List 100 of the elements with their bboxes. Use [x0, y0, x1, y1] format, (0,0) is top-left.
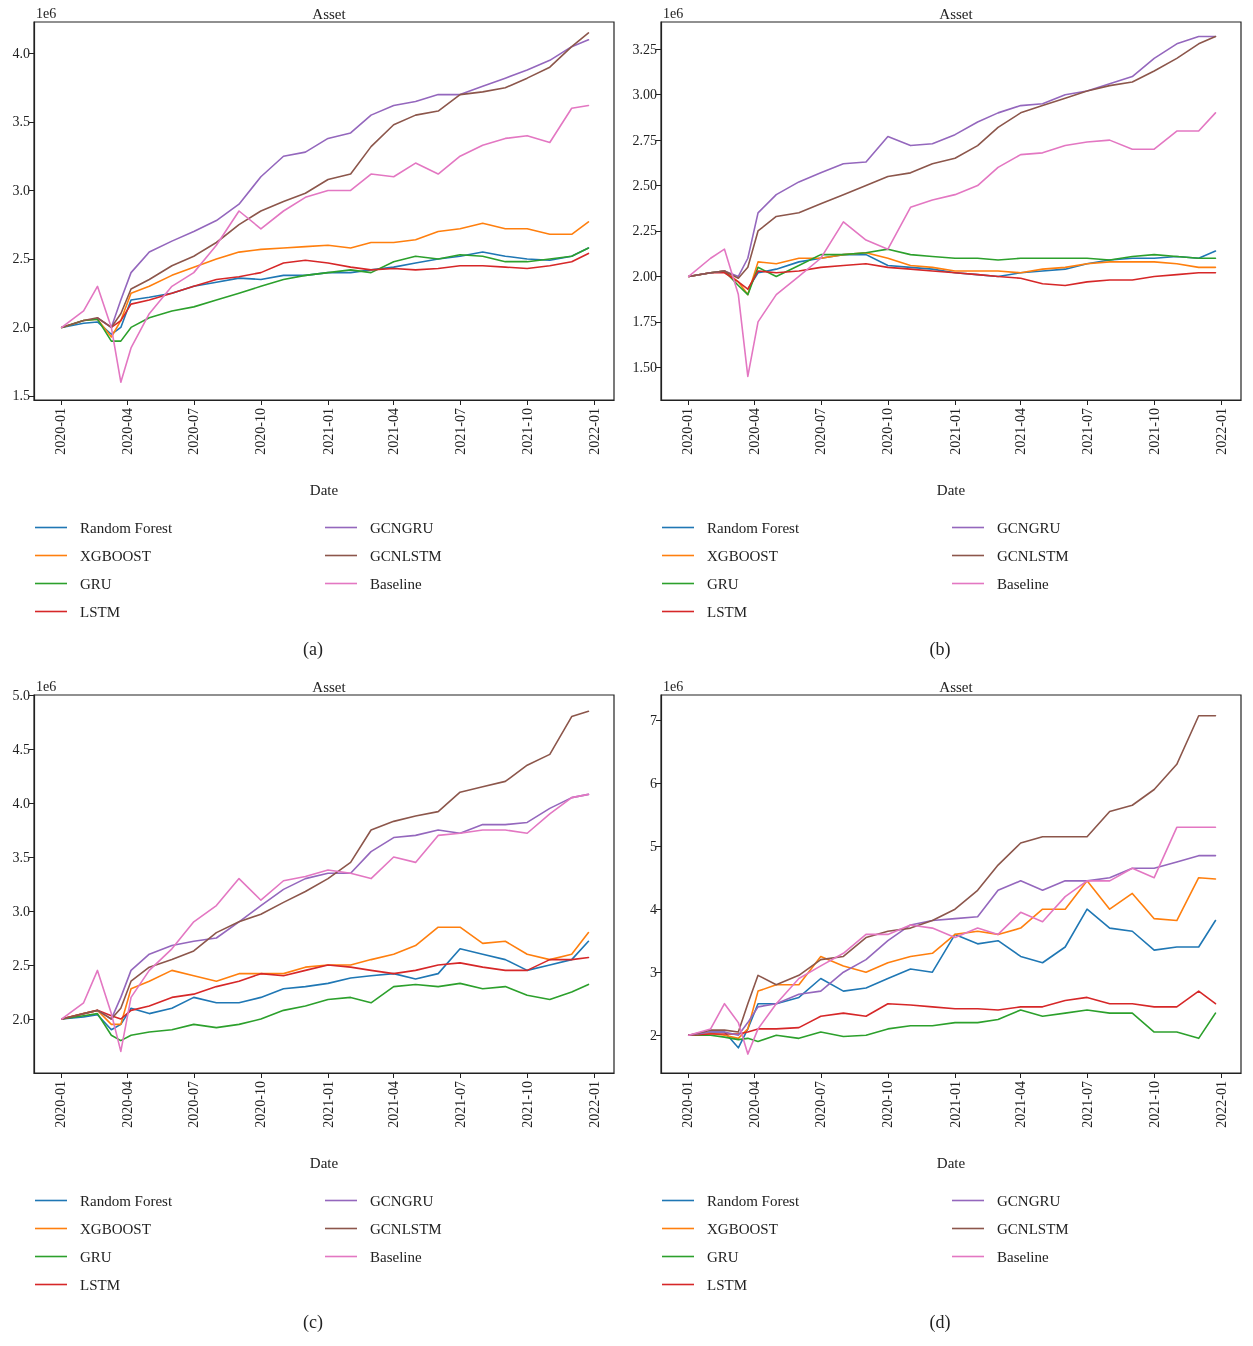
legend-label: XGBOOST	[707, 1220, 778, 1237]
y-tick-label: 6	[650, 775, 657, 791]
legend-label: GRU	[707, 575, 739, 592]
y-tick-label: 2	[650, 1027, 657, 1043]
legend-label: GRU	[80, 575, 112, 592]
line-series	[60, 793, 590, 1053]
x-tick-label: 2021-04	[386, 408, 402, 455]
line-series	[60, 104, 590, 383]
legend-label: LSTM	[707, 603, 748, 620]
legend-label: Baseline	[997, 575, 1049, 592]
text: (c)	[303, 1312, 323, 1333]
x-tick-label: 2020-07	[813, 1081, 829, 1128]
y-tick-label: 1.75	[632, 314, 657, 330]
chart-title: Asset	[312, 678, 347, 695]
x-tick-label: 2020-10	[880, 408, 896, 455]
legend-label: GCNGRU	[997, 519, 1061, 536]
y-tick-label: 2.5	[12, 251, 30, 267]
x-tick-label: 2020-01	[53, 408, 69, 455]
line-series	[687, 826, 1217, 1055]
line-series	[60, 710, 590, 1020]
legend-label: GRU	[80, 1248, 112, 1265]
x-tick-label: 2021-04	[386, 1081, 402, 1128]
x-tick-label: 2020-07	[813, 408, 829, 455]
legend-label: GCNLSTM	[997, 1220, 1069, 1237]
legend-label: GCNGRU	[997, 1192, 1061, 1209]
y-tick-label: 2.25	[632, 223, 657, 239]
x-tick-label: 2020-04	[119, 408, 135, 455]
legend-label: GCNGRU	[370, 1192, 434, 1209]
text: 1e6	[36, 678, 57, 694]
y-tick-label: 3.5	[12, 114, 30, 130]
x-tick-label: 2021-10	[1146, 408, 1162, 455]
x-tick-label: 2020-04	[119, 1081, 135, 1128]
legend-label: Baseline	[997, 1248, 1049, 1265]
legend-label: Baseline	[370, 575, 422, 592]
legend-label: Baseline	[370, 1248, 422, 1265]
y-tick-label: 2.50	[632, 178, 657, 194]
x-tick-label: 2021-04	[1013, 408, 1029, 455]
x-tick-label: 2021-01	[320, 408, 336, 455]
text: (a)	[303, 639, 323, 660]
x-axis-title: Date	[936, 1154, 966, 1171]
legend-label: XGBOOST	[707, 547, 778, 564]
x-tick-label: 2020-07	[186, 1081, 202, 1128]
y-tick-label: 3.25	[632, 41, 657, 57]
x-tick-label: 2021-01	[947, 408, 963, 455]
legend-label: GCNLSTM	[997, 547, 1069, 564]
line-series	[687, 112, 1217, 378]
x-tick-label: 2021-01	[320, 1081, 336, 1128]
text: 1e6	[36, 5, 57, 21]
legend-label: Random Forest	[80, 1192, 173, 1209]
x-tick-label: 2022-01	[586, 1081, 602, 1128]
x-tick-label: 2020-01	[680, 1081, 696, 1128]
x-tick-label: 2020-01	[53, 1081, 69, 1128]
chart-title: Asset	[939, 5, 974, 22]
legend-label: Random Forest	[707, 1192, 800, 1209]
y-tick-label: 2.0	[12, 1011, 30, 1027]
text: (b)	[929, 639, 951, 660]
y-tick-label: 2.0	[12, 319, 30, 335]
x-tick-label: 2021-10	[519, 1081, 535, 1128]
y-tick-label: 2.00	[632, 268, 657, 284]
y-tick-label: 3.00	[632, 87, 657, 103]
chart-title: Asset	[312, 5, 347, 22]
y-tick-label: 3	[650, 964, 657, 980]
y-tick-label: 5.0	[12, 687, 30, 703]
x-tick-label: 2022-01	[586, 408, 602, 455]
y-tick-label: 2.5	[12, 957, 30, 973]
y-tick-label: 5	[650, 838, 657, 854]
legend-label: LSTM	[80, 1276, 121, 1293]
legend-label: GRU	[707, 1248, 739, 1265]
y-tick-label: 7	[650, 712, 657, 728]
line-series	[60, 982, 590, 1042]
x-tick-label: 2021-07	[1079, 408, 1095, 455]
y-tick-label: 4.0	[12, 795, 30, 811]
legend-label: GCNLSTM	[370, 547, 442, 564]
x-tick-label: 2022-01	[1213, 408, 1229, 455]
legend-label: LSTM	[80, 603, 121, 620]
y-tick-label: 4.5	[12, 741, 30, 757]
x-tick-label: 2021-07	[452, 1081, 468, 1128]
x-tick-label: 2020-10	[253, 408, 269, 455]
x-tick-label: 2020-07	[186, 408, 202, 455]
legend-label: XGBOOST	[80, 547, 151, 564]
y-tick-label: 4.0	[12, 46, 30, 61]
y-tick-label: 3.5	[12, 849, 30, 865]
x-axis-title: Date	[309, 1154, 339, 1171]
y-tick-label: 3.0	[12, 903, 30, 919]
y-tick-label: 1.50	[632, 359, 657, 375]
y-tick-label: 2.75	[632, 132, 657, 148]
legend-label: Random Forest	[80, 519, 173, 536]
x-tick-label: 2020-10	[880, 1081, 896, 1128]
legend-label: GCNGRU	[370, 519, 434, 536]
x-tick-label: 2021-07	[1079, 1081, 1095, 1128]
y-tick-label: 4	[650, 901, 657, 917]
x-tick-label: 2021-10	[519, 408, 535, 455]
text: 1e6	[663, 5, 684, 21]
legend-label: GCNLSTM	[370, 1220, 442, 1237]
legend-label: XGBOOST	[80, 1220, 151, 1237]
x-tick-label: 2021-01	[947, 1081, 963, 1128]
x-tick-label: 2022-01	[1213, 1081, 1229, 1128]
x-tick-label: 2021-04	[1013, 1081, 1029, 1128]
x-tick-label: 2021-10	[1146, 1081, 1162, 1128]
x-tick-label: 2021-07	[452, 408, 468, 455]
